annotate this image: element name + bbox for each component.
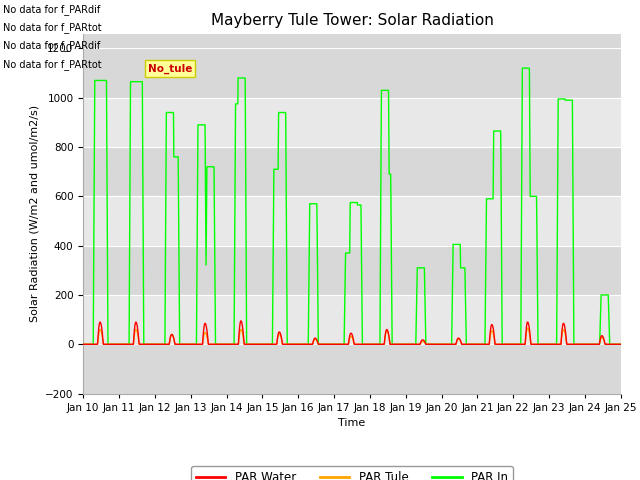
Y-axis label: Solar Radiation (W/m2 and umol/m2/s): Solar Radiation (W/m2 and umol/m2/s) xyxy=(29,105,40,322)
Bar xyxy=(83,246,621,295)
Text: No data for f_PARdif: No data for f_PARdif xyxy=(3,40,100,51)
Legend: PAR Water, PAR Tule, PAR In: PAR Water, PAR Tule, PAR In xyxy=(191,466,513,480)
Bar xyxy=(83,48,621,98)
Text: No data for f_PARdif: No data for f_PARdif xyxy=(3,4,100,15)
Text: No_tule: No_tule xyxy=(148,63,192,73)
Text: No data for f_PARtot: No data for f_PARtot xyxy=(3,59,102,70)
Bar xyxy=(83,295,621,344)
Bar xyxy=(83,196,621,246)
X-axis label: Time: Time xyxy=(339,418,365,428)
Bar xyxy=(83,344,621,394)
Bar xyxy=(83,147,621,196)
Title: Mayberry Tule Tower: Solar Radiation: Mayberry Tule Tower: Solar Radiation xyxy=(211,13,493,28)
Bar xyxy=(83,98,621,147)
Text: No data for f_PARtot: No data for f_PARtot xyxy=(3,22,102,33)
